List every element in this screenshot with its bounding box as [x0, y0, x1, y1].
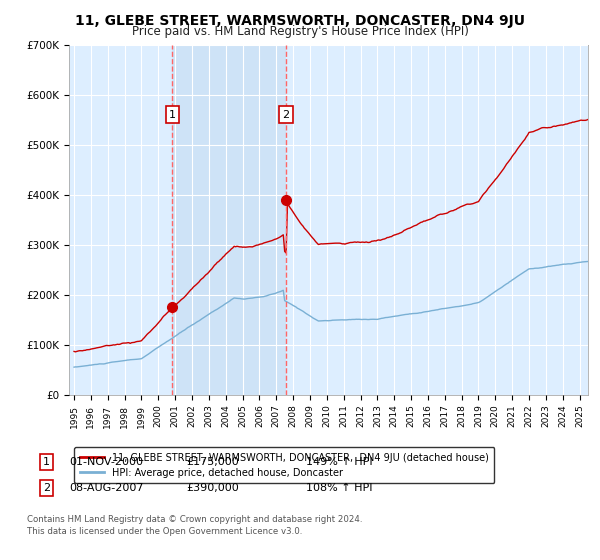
Bar — [172, 45, 286, 395]
Text: 2: 2 — [43, 483, 50, 493]
Text: 11, GLEBE STREET, WARMSWORTH, DONCASTER, DN4 9JU: 11, GLEBE STREET, WARMSWORTH, DONCASTER,… — [75, 14, 525, 28]
Text: This data is licensed under the Open Government Licence v3.0.: This data is licensed under the Open Gov… — [27, 528, 302, 536]
Legend: 11, GLEBE STREET, WARMSWORTH, DONCASTER,  DN4 9JU (detached house), HPI: Average: 11, GLEBE STREET, WARMSWORTH, DONCASTER,… — [74, 447, 494, 483]
Text: 108% ↑ HPI: 108% ↑ HPI — [306, 483, 373, 493]
Text: 149% ↑ HPI: 149% ↑ HPI — [306, 457, 373, 467]
Text: 1: 1 — [43, 457, 50, 467]
Text: Contains HM Land Registry data © Crown copyright and database right 2024.: Contains HM Land Registry data © Crown c… — [27, 515, 362, 524]
Text: 2: 2 — [283, 110, 290, 120]
Text: Price paid vs. HM Land Registry's House Price Index (HPI): Price paid vs. HM Land Registry's House … — [131, 25, 469, 38]
Text: 01-NOV-2000: 01-NOV-2000 — [69, 457, 143, 467]
Text: 08-AUG-2007: 08-AUG-2007 — [69, 483, 143, 493]
Text: £390,000: £390,000 — [186, 483, 239, 493]
Text: £175,000: £175,000 — [186, 457, 239, 467]
Text: 1: 1 — [169, 110, 176, 120]
